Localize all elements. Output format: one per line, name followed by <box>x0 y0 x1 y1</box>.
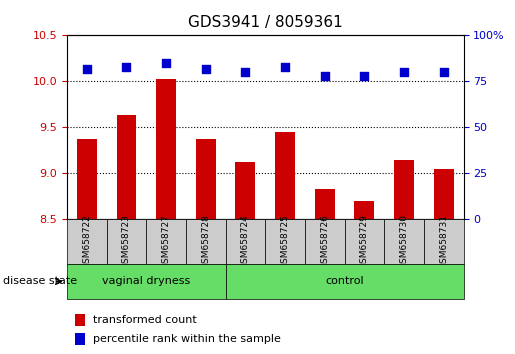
Bar <box>75 333 85 346</box>
Bar <box>146 219 186 264</box>
Bar <box>67 264 226 299</box>
Bar <box>186 219 226 264</box>
Point <box>202 66 210 72</box>
Bar <box>75 314 85 326</box>
Text: control: control <box>325 276 364 286</box>
Point <box>360 73 369 79</box>
Title: GDS3941 / 8059361: GDS3941 / 8059361 <box>188 15 342 30</box>
Bar <box>354 201 374 219</box>
Bar <box>394 160 414 219</box>
Point <box>82 66 91 72</box>
Point <box>123 64 131 69</box>
Text: GSM658729: GSM658729 <box>360 214 369 269</box>
Text: transformed count: transformed count <box>93 315 197 325</box>
Text: GSM658727: GSM658727 <box>162 214 170 269</box>
Point <box>400 69 408 75</box>
Point <box>320 73 329 79</box>
Bar <box>315 189 335 219</box>
Bar <box>235 162 255 219</box>
Point <box>241 69 249 75</box>
Bar <box>107 219 146 264</box>
Bar <box>116 115 136 219</box>
Text: GSM658722: GSM658722 <box>82 214 91 269</box>
Text: GSM658731: GSM658731 <box>439 214 448 269</box>
Bar <box>384 219 424 264</box>
Bar <box>196 139 216 219</box>
Bar <box>77 139 97 219</box>
Text: vaginal dryness: vaginal dryness <box>102 276 191 286</box>
Text: GSM658730: GSM658730 <box>400 214 408 269</box>
Text: GSM658725: GSM658725 <box>281 214 289 269</box>
Text: disease state: disease state <box>3 276 77 286</box>
Text: GSM658728: GSM658728 <box>201 214 210 269</box>
Bar <box>434 169 454 219</box>
Bar <box>156 79 176 219</box>
Text: GSM658726: GSM658726 <box>320 214 329 269</box>
Point <box>440 69 448 75</box>
Bar <box>67 219 107 264</box>
Point <box>281 64 289 69</box>
Bar <box>424 219 464 264</box>
Bar <box>305 219 345 264</box>
Text: GSM658724: GSM658724 <box>241 214 250 269</box>
Bar <box>265 219 305 264</box>
Point <box>162 60 170 66</box>
Bar <box>226 219 265 264</box>
Bar <box>345 219 384 264</box>
Text: percentile rank within the sample: percentile rank within the sample <box>93 335 281 344</box>
Bar <box>275 132 295 219</box>
Bar <box>226 264 464 299</box>
Text: GSM658723: GSM658723 <box>122 214 131 269</box>
